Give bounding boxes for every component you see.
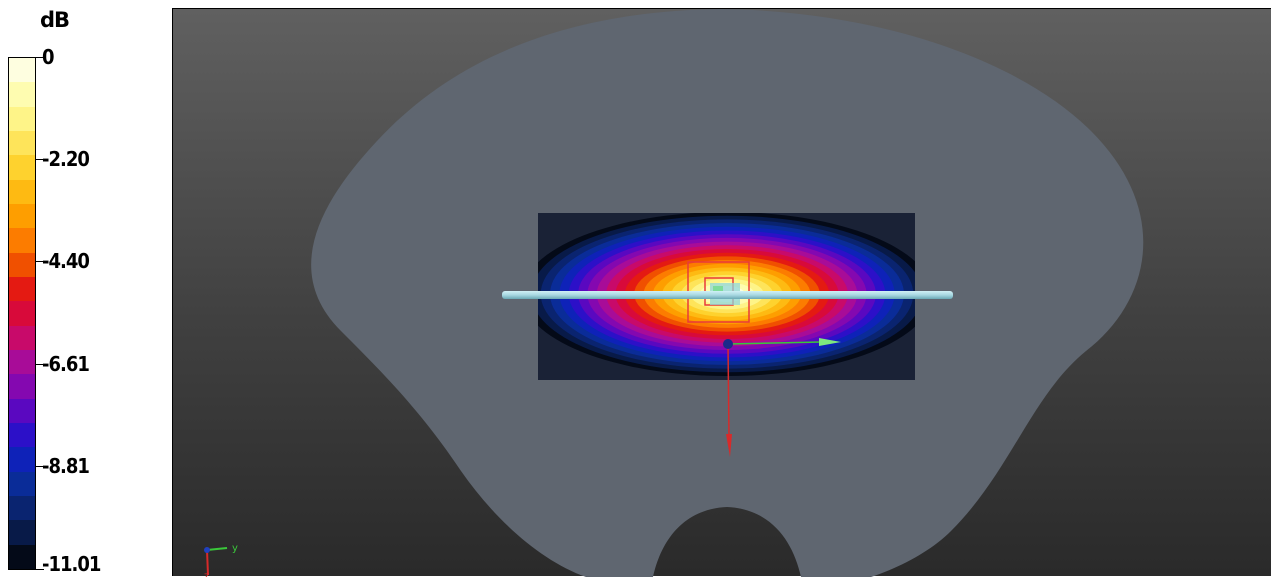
colorbar-segment [9, 349, 35, 375]
orientation-triad: y z [204, 543, 238, 577]
colorbar-segment [9, 252, 35, 277]
colorbar-segment [9, 495, 35, 521]
colorbar-segment [9, 58, 35, 83]
colorbar-segment [9, 374, 35, 399]
colorbar [8, 57, 36, 570]
3d-viewport[interactable]: y z [172, 8, 1271, 577]
z-axis-arrowhead [726, 434, 732, 457]
legend-tick-mark [36, 57, 44, 58]
colorbar-segment [9, 544, 35, 569]
colorbar-segment [9, 471, 35, 496]
y-axis-line [727, 341, 822, 345]
colorbar-segment [9, 398, 35, 423]
legend-tick-label: -6.61 [42, 352, 90, 376]
triad-y-label: y [232, 543, 238, 554]
triad-origin [204, 547, 210, 553]
colorbar-segment [9, 301, 35, 326]
colorbar-legend: dB 0 -2.20 -4.40 -6.61 -8.81 -11.01 [0, 0, 172, 576]
triad-y-axis [206, 547, 228, 551]
y-axis-arrowhead [819, 338, 841, 346]
colorbar-segment [9, 422, 35, 448]
legend-unit-label: dB [40, 8, 70, 32]
colorbar-segment [9, 82, 35, 107]
colorbar-segment [9, 179, 35, 204]
triad-z-axis [206, 549, 209, 576]
legend-tick-label: 0 [42, 45, 54, 69]
legend-tick-mark [36, 261, 44, 262]
scene-canvas[interactable]: y z [173, 9, 1271, 577]
colorbar-segment [9, 520, 35, 545]
colorbar-segment [9, 228, 35, 253]
legend-tick-label: -11.01 [42, 552, 101, 576]
peak-core [713, 286, 723, 294]
coordinate-origin [723, 339, 733, 349]
colorbar-segment [9, 203, 35, 229]
colorbar-segment [9, 325, 35, 350]
colorbar-segment [9, 130, 35, 156]
z-axis-line [727, 343, 730, 437]
colorbar-segment [9, 447, 35, 472]
triad-z-label: z [204, 571, 209, 577]
colorbar-segment [9, 276, 35, 302]
dipole-antenna [502, 291, 953, 299]
legend-tick-mark [36, 466, 44, 467]
legend-tick-mark [36, 159, 44, 160]
legend-tick-label: -4.40 [42, 249, 90, 273]
legend-tick-mark [36, 364, 44, 365]
colorbar-segment [9, 106, 35, 131]
legend-tick-mark [36, 569, 44, 570]
legend-tick-label: -8.81 [42, 454, 90, 478]
legend-tick-label: -2.20 [42, 147, 90, 171]
colorbar-segment [9, 155, 35, 180]
